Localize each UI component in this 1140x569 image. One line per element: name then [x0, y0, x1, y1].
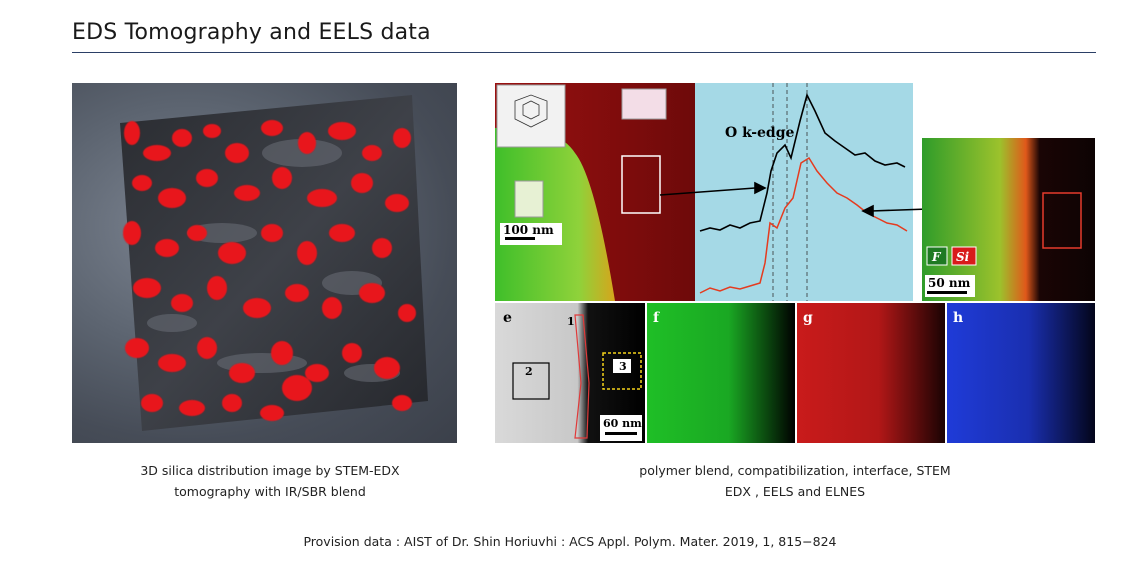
silica-particles [123, 120, 416, 421]
interface-outline [574, 314, 590, 439]
marker-3: 3 [619, 360, 627, 373]
eels-composite: 100 nm O k-edge F Si 50 nm e 1 [495, 83, 1095, 443]
edge-label: O k-edge [725, 125, 794, 141]
arrow-left-head [861, 204, 874, 218]
caption-right-line2: EDX , EELS and ELNES [724, 484, 866, 499]
eels-spectrum-panel [695, 83, 913, 301]
slide-title: EDS Tomography and EELS data [72, 20, 431, 45]
molecule-inset [496, 84, 566, 148]
formula-inset [621, 88, 667, 120]
panel-h-label: h [953, 310, 963, 326]
scalebar-60-label: 60 nm [603, 417, 642, 430]
map-green-region [495, 127, 615, 302]
molecule-structure-icon [514, 94, 548, 128]
legend-f: F [931, 250, 942, 264]
selection-box-left [621, 155, 661, 214]
marker-3-bg [613, 359, 631, 373]
region-2-box [512, 362, 550, 400]
panel-h-map [947, 303, 1095, 443]
scalebar-60 [605, 432, 637, 435]
caption-right: polymer blend, compatibilization, interf… [560, 460, 1030, 502]
panel-f-map [647, 303, 795, 443]
caption-right-line1: polymer blend, compatibilization, interf… [639, 463, 951, 478]
edge-guides [772, 83, 808, 301]
formula-inset-2 [514, 180, 544, 218]
panel-g-map [797, 303, 945, 443]
map-right [922, 138, 1095, 301]
region-3-box [602, 352, 642, 390]
scalebar-60-bg [600, 415, 642, 441]
caption-left: 3D silica distribution image by STEM-EDX… [90, 460, 450, 502]
panel-f-label: f [653, 310, 660, 326]
legend-f-swatch [926, 246, 948, 266]
panel-e-label: e [503, 310, 512, 326]
scalebar-100 [505, 237, 535, 240]
tomography-image [72, 83, 457, 443]
legend-si-swatch [951, 246, 977, 266]
caption-left-line2: tomography with IR/SBR blend [174, 484, 366, 499]
panel-g-label: g [803, 310, 813, 326]
arrow-right-head [754, 181, 767, 195]
scalebar-50 [927, 291, 967, 294]
eels-edx-figure: 100 nm O k-edge F Si 50 nm e 1 [495, 83, 1095, 443]
marker-1: 1 [567, 315, 575, 328]
scalebar-50-label: 50 nm [928, 276, 971, 290]
title-underline [72, 52, 1096, 53]
source-citation: Provision data : AIST of Dr. Shin Horiuv… [303, 534, 837, 549]
tomography-render [120, 95, 428, 431]
selection-box-right [1042, 192, 1082, 249]
marker-2: 2 [525, 365, 533, 378]
spectrum-black [699, 92, 906, 232]
legend-si: Si [956, 250, 970, 264]
scalebar-100-label: 100 nm [503, 223, 554, 237]
caption-left-line1: 3D silica distribution image by STEM-EDX [140, 463, 400, 478]
